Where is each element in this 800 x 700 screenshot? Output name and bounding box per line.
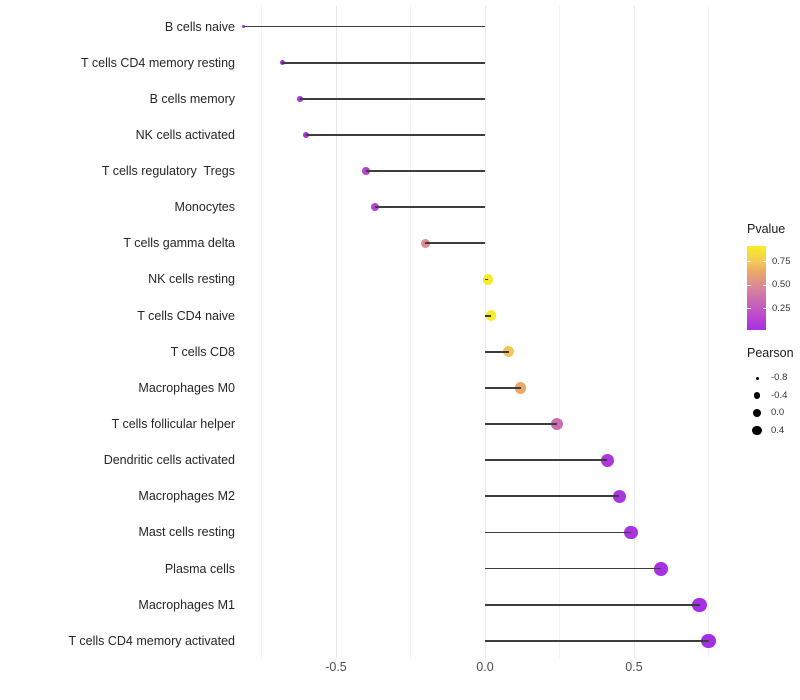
pvalue-tick-notch <box>747 284 751 286</box>
gridline-major <box>633 6 635 658</box>
y-axis-label: Monocytes <box>174 200 235 215</box>
y-axis-label: T cells CD4 memory activated <box>68 633 236 648</box>
pvalue-legend-title: Pvalue <box>747 222 786 236</box>
y-axis-label: T cells CD8 <box>170 344 235 359</box>
lollipop-stick <box>365 170 485 172</box>
x-axis-tick-label: 0.5 <box>625 660 643 674</box>
data-point-dot <box>515 382 527 394</box>
lollipop-stick <box>374 206 485 209</box>
lollipop-stick <box>282 61 485 64</box>
pvalue-tick-notch <box>762 284 766 286</box>
y-axis-label: Dendritic cells activated <box>103 453 235 468</box>
gridline-minor <box>708 6 709 658</box>
gridline-minor <box>261 6 262 658</box>
x-axis-tick-label: 0.0 <box>476 660 494 674</box>
gridline-major <box>484 6 486 658</box>
y-axis-label: Plasma cells <box>164 561 235 576</box>
y-axis-label: NK cells resting <box>148 272 235 287</box>
pearson-legend-title: Pearson <box>747 346 794 360</box>
pearson-legend-label: 0.4 <box>771 424 785 436</box>
pearson-legend-dot <box>755 376 759 380</box>
y-axis-label: T cells gamma delta <box>123 236 235 251</box>
data-point-dot <box>485 310 497 321</box>
lollipop-stick <box>485 459 608 462</box>
y-axis-label: Macrophages M1 <box>138 597 235 612</box>
pearson-legend-dot <box>753 392 761 399</box>
lollipop-stick <box>243 25 485 28</box>
gridline-major <box>335 6 337 658</box>
lollipop-stick <box>485 314 491 317</box>
lollipop-stick <box>485 495 620 498</box>
lollipop-stick <box>306 134 485 136</box>
y-axis-label: T cells regulatory Tregs <box>101 164 235 179</box>
pearson-legend-label: 0.0 <box>771 407 785 418</box>
lollipop-stick <box>425 242 485 245</box>
y-axis-label: Macrophages M2 <box>138 489 235 504</box>
pvalue-tick-notch <box>747 261 751 263</box>
data-point-dot <box>482 274 494 285</box>
pearson-legend-label: -0.8 <box>771 372 788 383</box>
x-axis-tick-label: -0.5 <box>325 660 347 674</box>
data-point-dot <box>420 238 431 248</box>
y-axis-label: T cells CD4 naive <box>137 308 235 323</box>
y-axis-label: NK cells activated <box>135 127 235 142</box>
pvalue-gradient-bar <box>747 246 766 330</box>
data-point-dot <box>550 418 563 431</box>
y-axis-label: T cells CD4 memory resting <box>81 55 235 70</box>
pvalue-tick-notch <box>762 261 766 263</box>
lollipop-stick <box>485 278 488 281</box>
lollipop-stick <box>485 603 700 606</box>
gridline-minor <box>410 6 411 658</box>
y-axis-label: B cells memory <box>149 91 235 106</box>
y-axis-label: Mast cells resting <box>138 525 235 540</box>
lollipop-stick <box>300 97 485 100</box>
pearson-legend-dot <box>753 409 761 417</box>
data-point-dot <box>279 60 285 66</box>
data-point-dot <box>692 597 707 612</box>
lollipop-stick <box>485 423 557 425</box>
data-point-dot <box>297 95 303 102</box>
pearson-legend-label: -0.4 <box>771 389 788 401</box>
lollipop-stick <box>485 350 509 353</box>
lollipop-stick <box>485 387 521 389</box>
data-point-dot <box>653 561 668 576</box>
y-axis-label: Macrophages M0 <box>138 380 235 395</box>
lollipop-stick <box>485 567 661 570</box>
lollipop-stick <box>485 531 632 534</box>
pvalue-tick-label: 0.50 <box>772 279 791 291</box>
data-point-dot <box>361 167 370 175</box>
gridline-minor <box>559 6 560 658</box>
pearson-legend-dot <box>752 425 762 436</box>
data-point-dot <box>303 132 310 138</box>
data-point-dot <box>612 489 626 503</box>
lollipop-stick <box>485 639 709 642</box>
y-axis-label: T cells follicular helper <box>111 417 235 432</box>
y-axis-label: B cells naive <box>164 19 235 34</box>
pvalue-tick-label: 0.25 <box>772 302 791 314</box>
pvalue-tick-label: 0.75 <box>772 255 791 267</box>
pvalue-tick-notch <box>762 307 766 310</box>
pvalue-tick-notch <box>747 307 751 310</box>
